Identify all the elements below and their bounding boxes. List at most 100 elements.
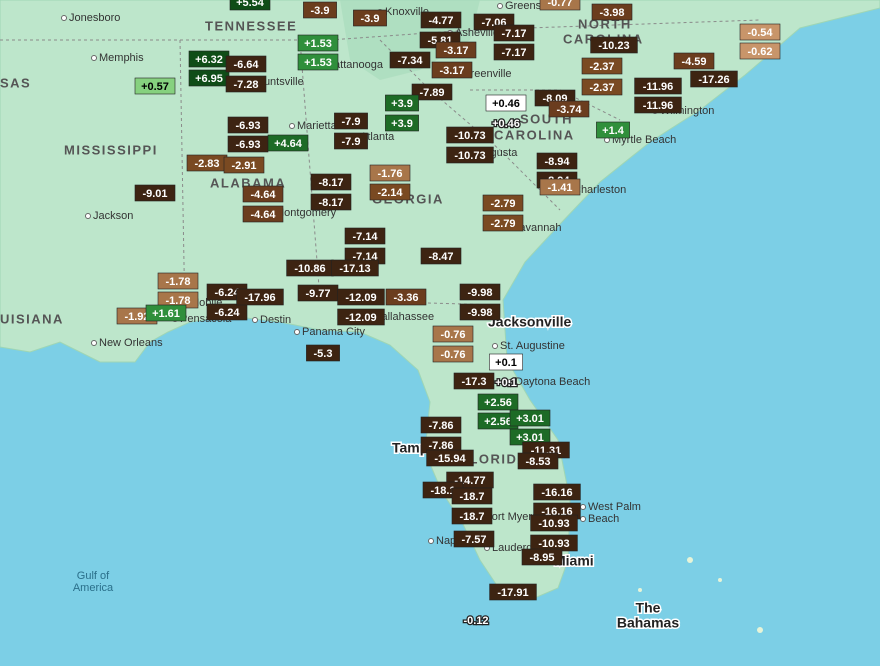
value-marker: -7.34: [389, 51, 431, 69]
major-city-label: Bahamas: [617, 615, 679, 631]
marker-label: -3.74: [556, 104, 582, 116]
value-marker: +2.56: [477, 393, 519, 411]
marker-label: -10.86: [294, 263, 325, 275]
major-city-label: Miami: [554, 553, 594, 569]
marker-box: [521, 548, 563, 566]
marker-label: -2.79: [490, 198, 515, 210]
value-marker: +6.32: [188, 50, 230, 68]
marker-label: -6.24: [214, 287, 240, 299]
marker-label: +0.46: [492, 118, 520, 130]
marker-box: [267, 134, 309, 152]
marker-box: [453, 372, 495, 390]
marker-box: [477, 393, 519, 411]
marker-box: [451, 487, 493, 505]
marker-label: +3.9: [391, 98, 413, 110]
marker-box: [145, 304, 187, 322]
marker-label: -8.17: [318, 197, 343, 209]
marker-box: [337, 308, 385, 326]
value-marker: -2.91: [223, 156, 265, 174]
marker-box: [389, 51, 431, 69]
marker-box: [581, 57, 623, 75]
city-dot: [580, 504, 586, 510]
value-marker: -9.98: [459, 303, 501, 321]
marker-label: -7.86: [428, 440, 453, 452]
marker-box: [310, 173, 352, 191]
marker-label: -10.73: [454, 150, 485, 162]
value-marker: -7.9: [334, 132, 368, 150]
water-label: Gulf of: [77, 570, 110, 582]
marker-box: [533, 483, 581, 501]
marker-label: -4.77: [428, 15, 453, 27]
marker-label: +0.1: [495, 357, 517, 369]
value-marker: -7.17: [493, 24, 535, 42]
marker-label: +1.61: [152, 308, 180, 320]
marker-label: -0.76: [440, 329, 465, 341]
value-marker: -7.57: [453, 530, 495, 548]
marker-box: [420, 416, 462, 434]
value-marker: +6.95: [188, 69, 230, 87]
marker-label: -8.94: [544, 156, 570, 168]
marker-box: [432, 325, 474, 343]
marker-label: -0.12: [463, 615, 488, 627]
marker-label: -10.23: [598, 40, 629, 52]
marker-label: -12.09: [345, 292, 376, 304]
value-marker: -8.47: [420, 247, 462, 265]
value-marker: +0.46: [485, 94, 527, 112]
marker-label: -0.77: [547, 0, 572, 9]
marker-label: -6.93: [235, 139, 260, 151]
city-label: Savannah: [512, 222, 562, 234]
value-marker: +3.9: [385, 114, 419, 132]
value-marker: -10.73: [446, 146, 494, 164]
city-label: Beach: [588, 513, 619, 525]
state-label: SAS: [0, 75, 31, 90]
marker-label: -1.78: [165, 295, 190, 307]
marker-label: -16.16: [541, 487, 572, 499]
city-dot: [294, 329, 300, 335]
marker-box: [420, 247, 462, 265]
city-label: Fort Myers: [485, 511, 538, 523]
marker-label: -17.13: [339, 263, 370, 275]
city-label: Jackson: [93, 210, 133, 222]
marker-label: -9.98: [467, 287, 492, 299]
value-marker: -6.24: [206, 303, 248, 321]
value-marker: -2.83: [186, 154, 228, 172]
value-marker: -7.89: [411, 83, 453, 101]
city-label: Jonesboro: [69, 12, 120, 24]
state-label: UISIANA: [0, 311, 64, 326]
marker-label: -10.93: [538, 518, 569, 530]
value-marker: -10.93: [530, 514, 578, 532]
city-dot: [85, 213, 91, 219]
marker-label: -2.79: [490, 218, 515, 230]
value-marker: -17.13: [331, 259, 379, 277]
value-marker: -1.76: [369, 164, 411, 182]
marker-box: [334, 112, 368, 130]
land: [0, 0, 880, 601]
marker-label: -9.98: [467, 307, 492, 319]
value-marker: -0.77: [539, 0, 581, 11]
value-marker: -18.1: [422, 481, 464, 499]
marker-label: -10.73: [454, 130, 485, 142]
city-dot: [497, 3, 503, 9]
value-marker: -0.12: [462, 614, 490, 629]
marker-box: [590, 36, 638, 54]
marker-box: [227, 116, 269, 134]
marker-label: -6.64: [233, 59, 259, 71]
value-marker: +0.1: [494, 376, 518, 391]
marker-box: [446, 126, 494, 144]
marker-box: [509, 409, 551, 427]
marker-label: -11.96: [643, 100, 674, 112]
city-dot: [507, 379, 513, 385]
marker-label: +3.9: [391, 118, 413, 130]
marker-label: -17.91: [497, 587, 528, 599]
state-label: MISSISSIPPI: [64, 142, 158, 157]
marker-box: [739, 42, 781, 60]
value-marker: -2.79: [482, 214, 524, 232]
value-marker: +1.53: [297, 34, 339, 52]
marker-label: -0.76: [440, 349, 465, 361]
marker-box: [353, 9, 387, 27]
marker-label: +3.01: [516, 413, 544, 425]
value-marker: -3.74: [548, 100, 590, 118]
marker-box: [482, 214, 524, 232]
value-marker: -0.76: [432, 325, 474, 343]
marker-label: -7.34: [397, 55, 423, 67]
